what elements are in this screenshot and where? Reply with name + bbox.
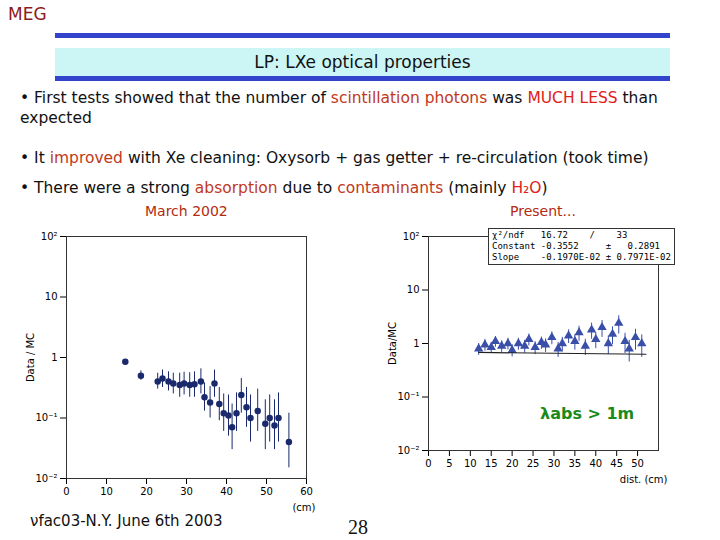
html-text:νfac03-N.Y. June 6th 2003: νfac03-N.Y. June 6th 2003 [30, 512, 223, 530]
svg-text:1: 1 [413, 338, 419, 349]
svg-text:10²: 10² [41, 231, 58, 242]
svg-text:30: 30 [548, 458, 561, 469]
svg-text:25: 25 [527, 458, 540, 469]
html-text:MEG: MEG [8, 4, 47, 24]
svg-text:Data/MC: Data/MC [387, 322, 398, 365]
svg-text:10⁻²: 10⁻² [397, 445, 419, 456]
svg-text:15: 15 [485, 458, 498, 469]
html-text:λabs > 1m: λabs > 1m [540, 404, 635, 423]
svg-text:5: 5 [446, 458, 452, 469]
svg-text:10²: 10² [403, 231, 420, 242]
svg-text:dist. (cm): dist. (cm) [620, 474, 668, 485]
html-text:March 2002: March 2002 [145, 203, 228, 219]
svg-text:20: 20 [506, 458, 519, 469]
svg-text:10: 10 [407, 284, 420, 295]
svg-text:20: 20 [140, 486, 153, 497]
html-text:• First tests showed that the: • First tests showed that the number of … [20, 89, 658, 127]
svg-text:50: 50 [260, 486, 273, 497]
svg-text:10: 10 [45, 291, 58, 302]
html-text:χ²/ndf 16.72 / 33 Constant -0.: χ²/ndf 16.72 / 33 Constant -0.3552 ± 0.2… [492, 230, 671, 262]
svg-text:0: 0 [63, 486, 69, 497]
svg-text:60: 60 [300, 486, 313, 497]
svg-text:10: 10 [464, 458, 477, 469]
html-text:28: 28 [348, 516, 368, 538]
svg-text:1: 1 [51, 352, 57, 363]
svg-text:(cm): (cm) [292, 502, 315, 513]
svg-text:40: 40 [589, 458, 602, 469]
svg-text:0: 0 [425, 458, 431, 469]
html-text:• It improved with Xe cleaning: • It improved with Xe cleaning: Oxysorb … [20, 149, 649, 167]
svg-text:35: 35 [568, 458, 581, 469]
svg-text:10⁻¹: 10⁻¹ [35, 412, 57, 423]
svg-text:10⁻²: 10⁻² [35, 473, 57, 484]
svg-text:10⁻¹: 10⁻¹ [397, 391, 419, 402]
svg-text:45: 45 [610, 458, 623, 469]
html-text:Present...: Present... [510, 203, 576, 219]
html-text:LP: LXe optical properties: LP: LXe optical properties [254, 52, 471, 72]
svg-text:40: 40 [220, 486, 233, 497]
svg-text:10: 10 [100, 486, 113, 497]
svg-text:Data / MC: Data / MC [25, 333, 36, 382]
svg-text:50: 50 [631, 458, 644, 469]
html-text:• There were a strong absorpti: • There were a strong absorption due to … [20, 179, 548, 197]
svg-text:30: 30 [180, 486, 193, 497]
